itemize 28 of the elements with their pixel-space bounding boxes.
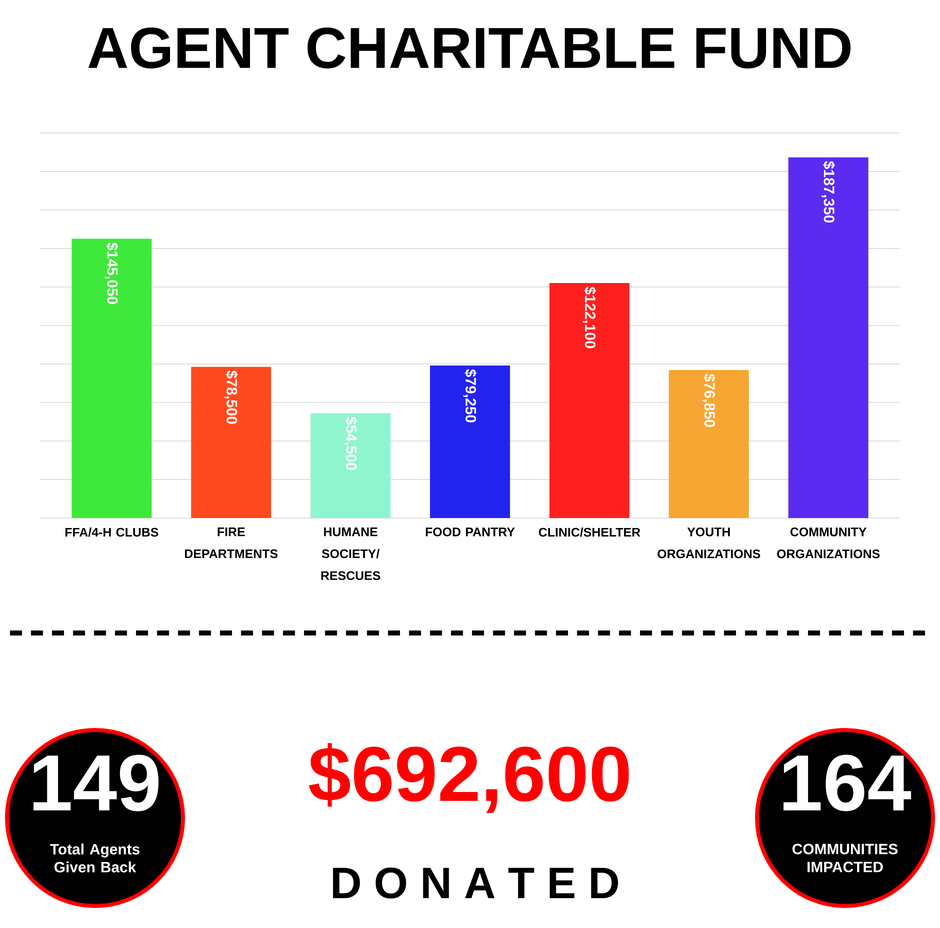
bar [668,370,749,518]
bar [430,365,510,518]
x-tick-label: HUMANE SOCIETY/ RESCUES [321,528,380,580]
text: Total Agents Given Back [50,844,140,872]
x-tick-label: YOUTH ORGANIZATIONS [658,528,760,558]
data-label: $54,500 [344,416,358,470]
bar [191,366,272,518]
x-tick-label: FOOD PANTRY [426,528,515,536]
data-label: $145,050 [104,242,118,304]
data-label: $122,100 [582,286,596,348]
x-tick-label: FFA/4-H CLUBS [65,528,158,537]
bar [788,157,868,518]
text: COMMUNITIES IMPACTED [792,844,898,872]
text: 149 [34,754,159,812]
data-label: $187,350 [822,161,836,223]
bar [72,238,152,518]
text: $692,600 [308,743,629,813]
text: 164 [784,754,912,812]
text: D O N A T E D [333,867,618,899]
bar [310,413,391,518]
x-tick-label: CLINIC/SHELTER [538,528,640,537]
data-label: $78,500 [224,370,238,424]
x-tick-label: COMMUNITY ORGANIZATIONS [777,528,880,558]
data-label: $76,850 [702,374,716,427]
x-tick-label: FIRE DEPARTMENTS [185,528,278,558]
data-label: $79,250 [463,369,477,422]
chart-title: AGENT CHARITABLE FUND [88,28,851,68]
bar [549,282,630,518]
